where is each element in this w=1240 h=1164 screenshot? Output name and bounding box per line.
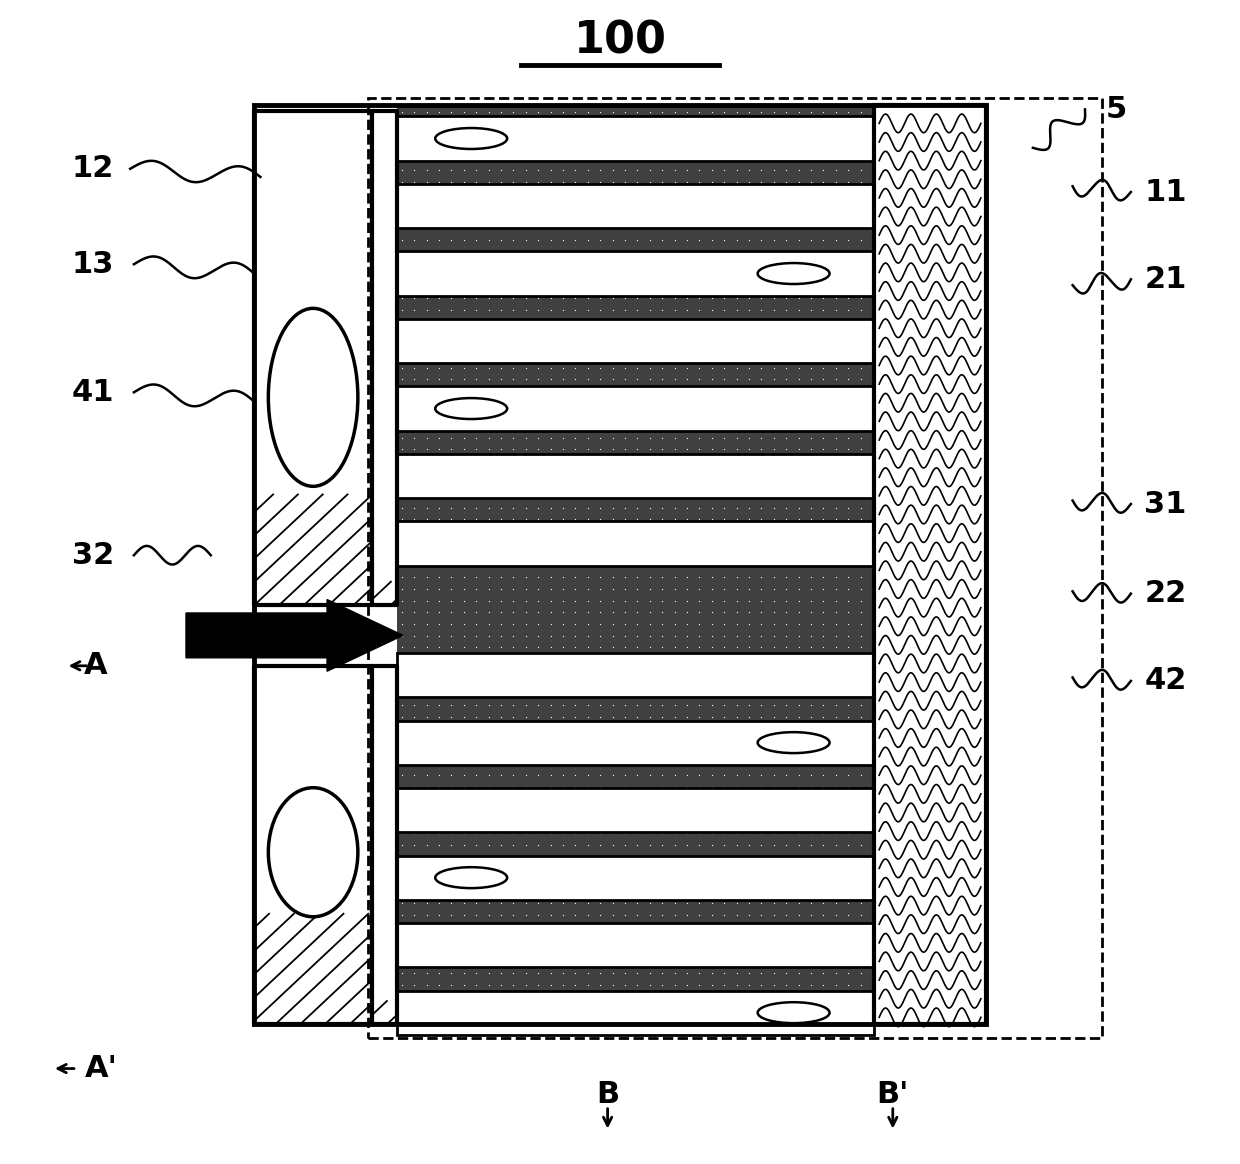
Bar xyxy=(397,653,874,697)
Bar xyxy=(254,666,372,1024)
Bar xyxy=(397,521,874,566)
Bar xyxy=(397,105,874,1024)
Text: A: A xyxy=(83,652,108,680)
Ellipse shape xyxy=(758,732,830,753)
Ellipse shape xyxy=(435,867,507,888)
Text: 41: 41 xyxy=(72,378,114,406)
Text: 13: 13 xyxy=(72,250,114,278)
Bar xyxy=(874,105,986,1024)
Ellipse shape xyxy=(758,263,830,284)
Ellipse shape xyxy=(268,788,358,917)
Bar xyxy=(397,386,874,431)
Bar xyxy=(397,319,874,363)
Text: A': A' xyxy=(86,1055,118,1083)
Bar xyxy=(372,666,397,1024)
Text: B: B xyxy=(596,1080,619,1108)
Bar xyxy=(397,116,874,161)
Bar xyxy=(397,856,874,900)
Ellipse shape xyxy=(435,398,507,419)
Text: 31: 31 xyxy=(1145,490,1187,518)
Bar xyxy=(397,454,874,498)
Bar xyxy=(254,105,986,1024)
Bar xyxy=(397,251,874,296)
Bar xyxy=(397,788,874,832)
Text: 11: 11 xyxy=(1145,178,1187,206)
Bar xyxy=(367,98,1102,1038)
Text: 22: 22 xyxy=(1145,580,1187,608)
Text: 21: 21 xyxy=(1145,265,1187,293)
Polygon shape xyxy=(186,599,403,672)
Text: 42: 42 xyxy=(1145,667,1187,695)
Bar xyxy=(397,923,874,967)
Bar xyxy=(874,105,986,1024)
Bar xyxy=(397,721,874,765)
Bar xyxy=(397,991,874,1035)
Ellipse shape xyxy=(758,1002,830,1023)
Bar xyxy=(254,111,372,605)
Text: 5: 5 xyxy=(1105,95,1127,123)
Ellipse shape xyxy=(435,128,507,149)
Text: 12: 12 xyxy=(72,155,114,183)
Bar xyxy=(397,184,874,228)
Text: B': B' xyxy=(877,1080,909,1108)
Bar xyxy=(372,111,397,605)
Text: 100: 100 xyxy=(573,20,667,62)
Text: 32: 32 xyxy=(72,541,114,569)
Ellipse shape xyxy=(268,308,358,487)
